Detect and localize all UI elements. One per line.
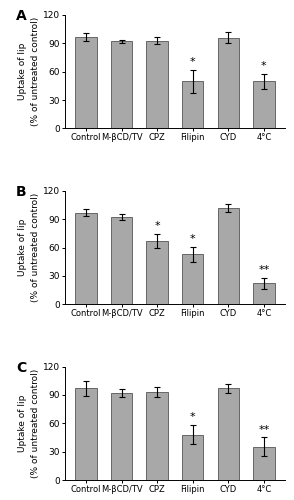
Bar [75, 212, 97, 304]
Bar [182, 81, 203, 128]
Text: B: B [16, 185, 27, 199]
Bar [182, 434, 203, 480]
Bar [253, 447, 275, 480]
Bar [218, 38, 239, 128]
Text: **: ** [258, 424, 270, 434]
Bar [146, 392, 168, 480]
Y-axis label: Uptake of lip
(% of untreated control): Uptake of lip (% of untreated control) [19, 368, 40, 478]
Bar [253, 284, 275, 304]
Text: C: C [16, 361, 26, 375]
Bar [146, 241, 168, 304]
Text: *: * [261, 61, 267, 71]
Text: **: ** [258, 265, 270, 275]
Bar [146, 40, 168, 128]
Text: *: * [190, 412, 196, 422]
Bar [75, 36, 97, 128]
Bar [111, 393, 132, 480]
Text: *: * [154, 222, 160, 232]
Y-axis label: Uptake of lip
(% of untreated control): Uptake of lip (% of untreated control) [19, 17, 40, 126]
Text: *: * [190, 234, 196, 243]
Bar [253, 81, 275, 128]
Bar [218, 208, 239, 304]
Text: A: A [16, 10, 27, 24]
Bar [111, 42, 132, 128]
Bar [182, 254, 203, 304]
Bar [75, 388, 97, 480]
Bar [111, 218, 132, 304]
Bar [218, 388, 239, 480]
Text: *: * [190, 57, 196, 67]
Y-axis label: Uptake of lip
(% of untreated control): Uptake of lip (% of untreated control) [19, 193, 40, 302]
